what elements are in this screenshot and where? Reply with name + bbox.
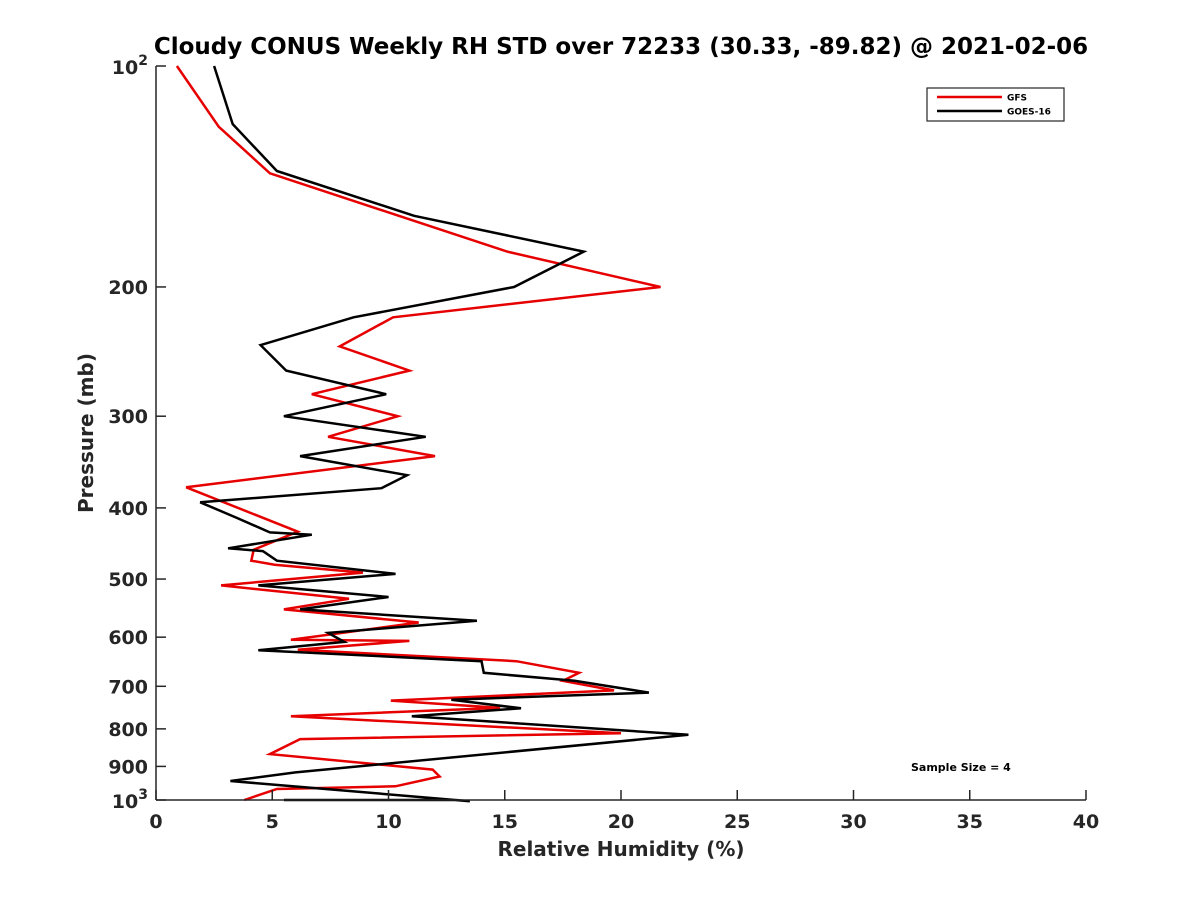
y-tick-label: 102 [112,53,148,79]
x-axis-label: Relative Humidity (%) [497,837,744,861]
y-tick-label: 600 [108,627,148,649]
legend: GFS GOES-16 [926,87,1065,122]
series-line-gfs [175,65,661,802]
y-tick-label: 300 [108,406,148,428]
y-tick-label: 200 [108,277,148,299]
sample-size-annotation: Sample Size = 4 [911,761,1011,774]
y-axis-label: Pressure (mb) [74,353,98,513]
x-tick-label: 35 [957,811,983,833]
legend-box [926,87,1065,122]
x-tick-label: 10 [375,811,401,833]
y-ticks: 102 200 300 400 500 600 700 800 900 103 [108,53,166,813]
y-tick-label: 103 [112,787,148,813]
x-tick-label: 0 [149,811,162,833]
x-tick-label: 20 [608,811,634,833]
y-tick-label: 700 [108,676,148,698]
x-tick-label: 40 [1073,811,1099,833]
legend-label-gfs: GFS [1007,94,1027,104]
series-line-goes16 [199,65,689,803]
series-layer [175,65,689,803]
legend-label-goes16: GOES-16 [1007,108,1051,118]
x-tick-label: 5 [266,811,279,833]
x-tick-label: 30 [840,811,866,833]
y-tick-label: 900 [108,756,148,778]
x-ticks: 0 5 10 15 20 25 30 35 40 [149,790,1099,833]
y-tick-label: 400 [108,498,148,520]
x-tick-label: 15 [492,811,518,833]
y-tick-label: 800 [108,719,148,741]
y-tick-label: 500 [108,569,148,591]
x-tick-label: 25 [724,811,750,833]
chart-title: Cloudy CONUS Weekly RH STD over 72233 (3… [154,34,1088,60]
